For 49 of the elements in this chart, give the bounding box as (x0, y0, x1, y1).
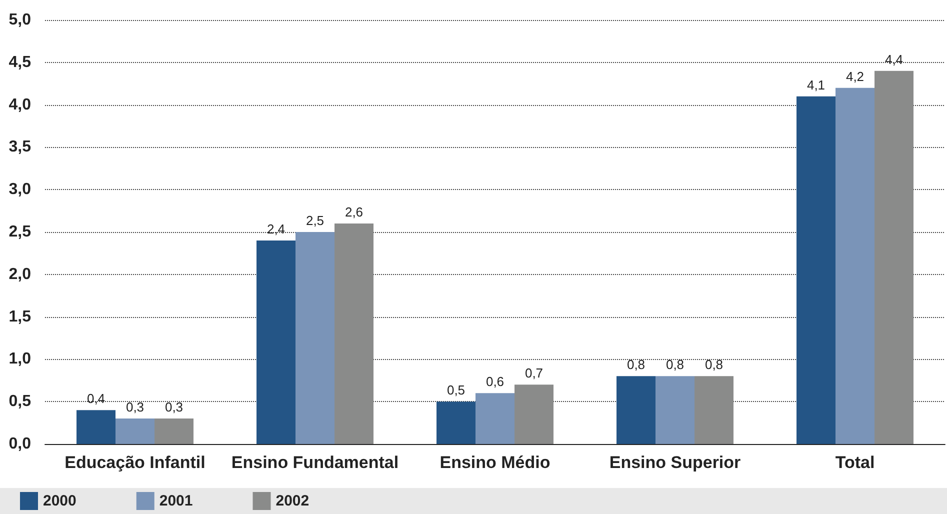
bar (616, 376, 656, 444)
data-label: 0,3 (126, 400, 144, 415)
bar (296, 232, 334, 444)
bar (874, 70, 914, 444)
legend-label: 2000 (43, 492, 76, 510)
y-tick-label: 0,0 (8, 436, 32, 452)
y-tick-label: 1,0 (8, 350, 32, 368)
y-tick-label: 4,5 (8, 54, 32, 71)
data-label: 2,5 (306, 213, 324, 228)
data-label: 4,4 (884, 52, 904, 67)
bar (796, 96, 836, 444)
y-tick-label: 0,5 (8, 393, 32, 410)
x-tick-label: Ensino Médio (440, 453, 550, 472)
y-tick-label: 3,0 (8, 181, 32, 198)
data-label: 2,4 (266, 221, 286, 236)
data-label: 4,1 (806, 77, 826, 92)
y-tick-label: 3,5 (8, 138, 32, 156)
data-label: 0,3 (164, 400, 184, 415)
data-label: 0,4 (86, 391, 106, 406)
bar (656, 376, 694, 444)
data-label: 0,5 (446, 382, 466, 398)
data-label: 0,6 (486, 374, 504, 390)
bar (154, 418, 194, 444)
x-tick-label: Ensino Superior (609, 453, 742, 472)
bar (836, 88, 874, 444)
y-tick-label: 2,0 (8, 266, 32, 283)
y-tick-label: 4,0 (8, 96, 32, 114)
bar (514, 384, 554, 444)
legend-label: 2002 (276, 492, 310, 510)
bar (76, 410, 116, 444)
y-tick-label: 2,5 (8, 224, 32, 240)
x-tick-label: Ensino Fundamental (231, 453, 399, 472)
x-tick-label: Total (835, 453, 875, 472)
y-tick-label: 5,0 (8, 12, 32, 28)
y-tick-label: 1,5 (8, 308, 32, 326)
bar (256, 240, 296, 444)
bar (334, 224, 374, 444)
data-label: 4,2 (846, 68, 864, 84)
data-label: 0,8 (666, 357, 684, 372)
data-label: 0,7 (524, 366, 544, 381)
bar (436, 402, 476, 444)
legend-label: 2001 (159, 492, 193, 510)
bar (476, 393, 514, 444)
data-label: 0,8 (626, 357, 646, 372)
bar (116, 418, 154, 444)
x-tick-label: Educação Infantil (64, 453, 206, 472)
data-label: 0,8 (704, 357, 724, 372)
data-label: 2,6 (344, 204, 364, 220)
bar (694, 376, 734, 444)
